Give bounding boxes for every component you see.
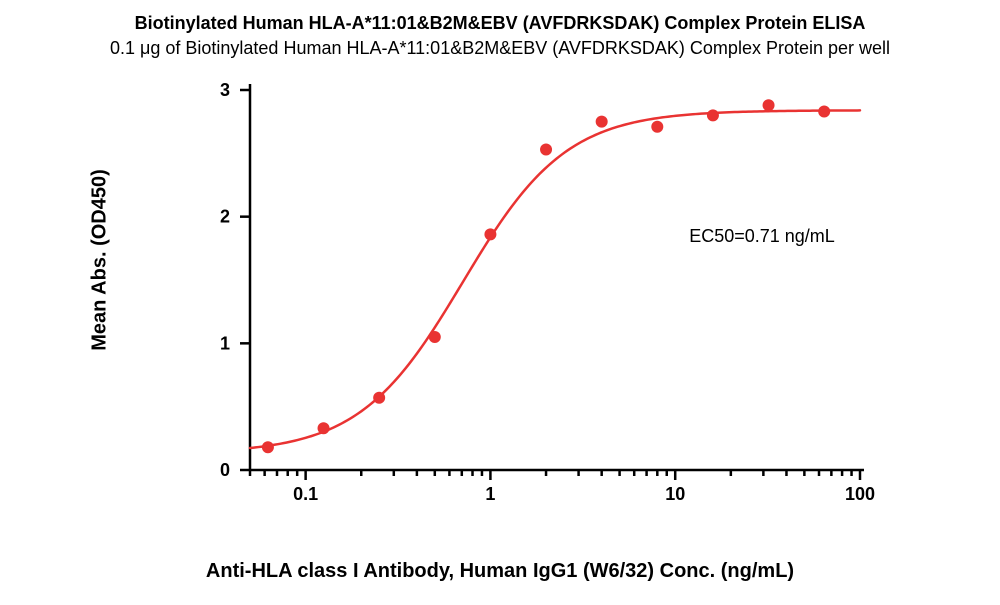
x-tick-label: 0.1 (293, 484, 318, 504)
y-axis-label: Mean Abs. (OD450) (89, 169, 112, 351)
y-tick-label: 1 (220, 333, 230, 353)
plot-area: 0 1 2 3 0.1 1 10 100 EC50=0.71 ng/mL (120, 80, 880, 540)
data-point (818, 106, 830, 118)
title-sub: 0.1 μg of Biotinylated Human HLA-A*11:01… (0, 37, 1000, 60)
figure-container: Biotinylated Human HLA-A*11:01&B2M&EBV (… (0, 0, 1000, 605)
data-point (484, 228, 496, 240)
data-point (540, 144, 552, 156)
data-point (373, 392, 385, 404)
chart-svg: 0 1 2 3 0.1 1 10 100 EC50=0.71 ng/mL (120, 80, 880, 540)
title-main: Biotinylated Human HLA-A*11:01&B2M&EBV (… (0, 12, 1000, 35)
title-block: Biotinylated Human HLA-A*11:01&B2M&EBV (… (0, 12, 1000, 61)
data-point (707, 109, 719, 121)
y-tick-label: 2 (220, 207, 230, 227)
x-tick-label: 100 (845, 484, 875, 504)
y-tick-label: 0 (220, 460, 230, 480)
y-tick-label: 3 (220, 80, 230, 100)
data-point (429, 331, 441, 343)
data-point (596, 116, 608, 128)
data-point (318, 422, 330, 434)
x-tick-label: 10 (665, 484, 685, 504)
fit-curve (250, 110, 860, 448)
data-point (651, 121, 663, 133)
data-point (262, 441, 274, 453)
ec50-annotation: EC50=0.71 ng/mL (689, 226, 835, 246)
x-axis-label: Anti-HLA class I Antibody, Human IgG1 (W… (0, 560, 1000, 583)
x-tick-label: 1 (485, 484, 495, 504)
data-point (763, 99, 775, 111)
